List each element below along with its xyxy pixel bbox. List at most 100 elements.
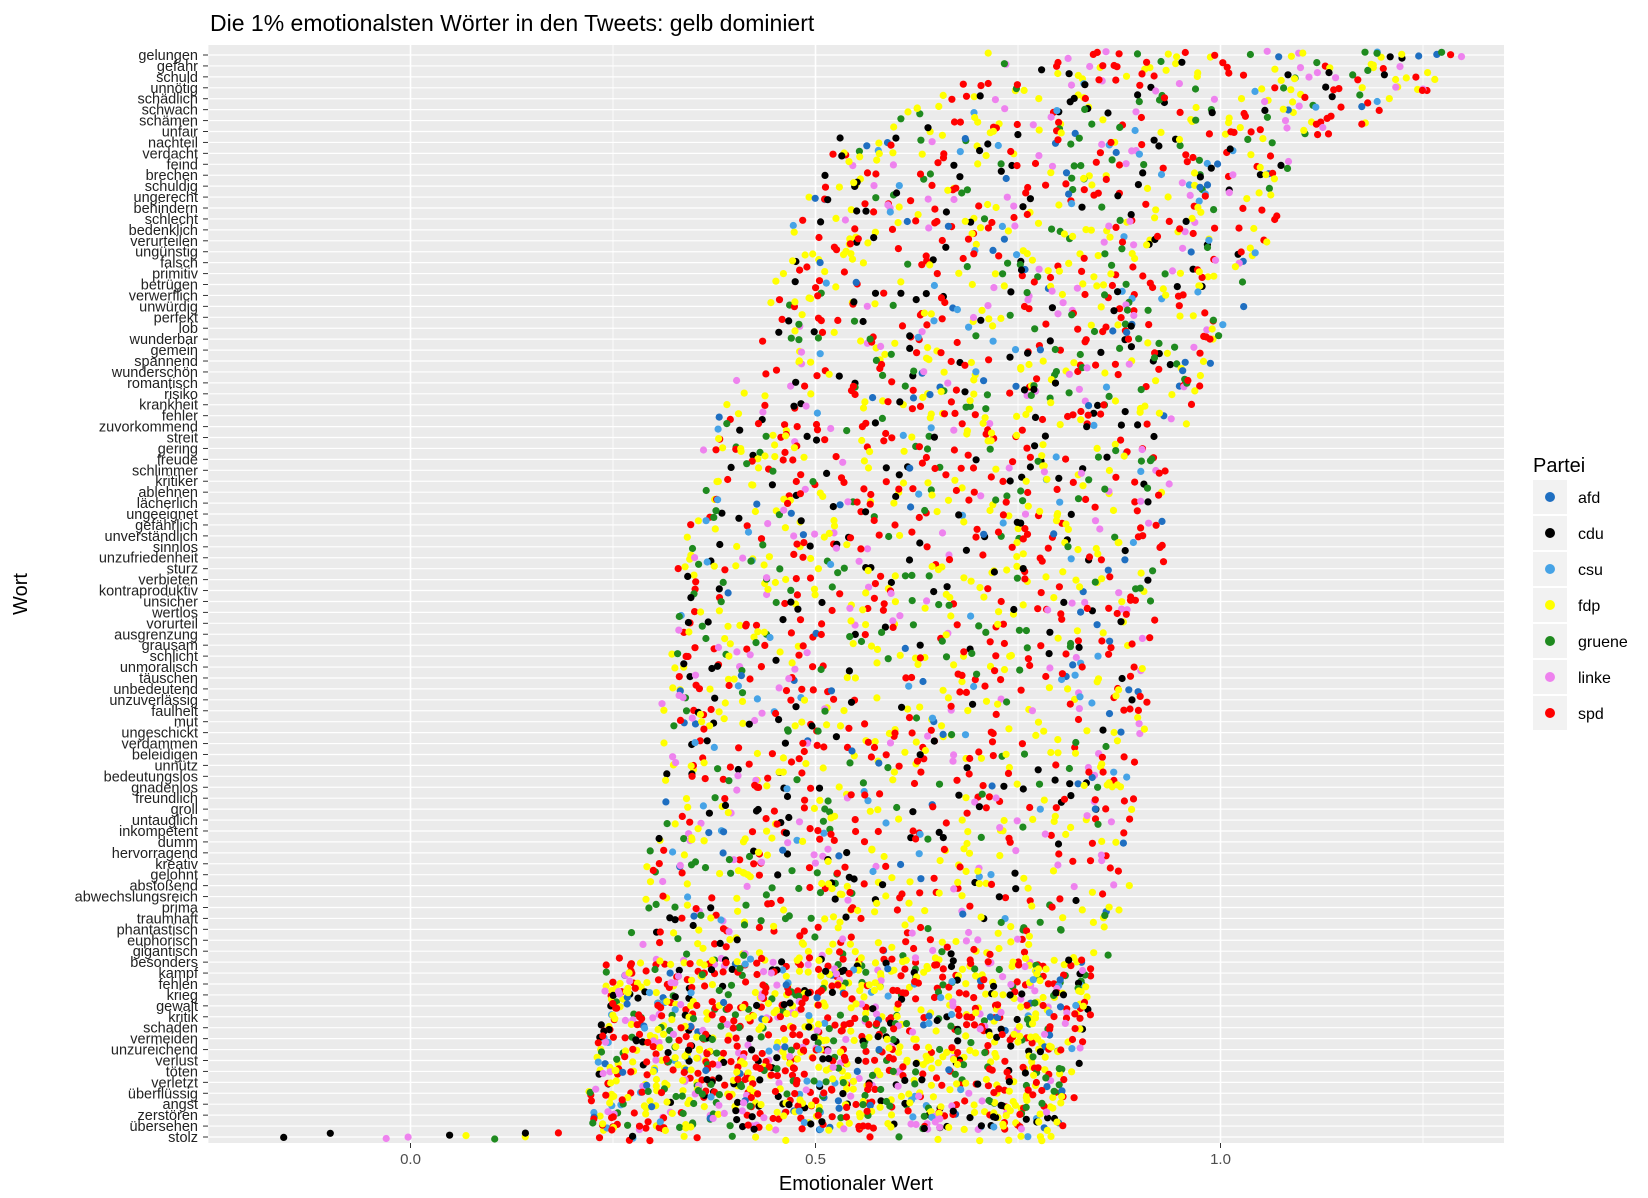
- data-point: [885, 532, 893, 541]
- data-point: [1107, 818, 1115, 826]
- data-point: [715, 435, 723, 443]
- data-point: [962, 403, 970, 411]
- data-point: [1135, 98, 1143, 106]
- data-point: [1146, 597, 1155, 605]
- data-point: [1046, 337, 1054, 345]
- data-point: [733, 786, 741, 794]
- data-point: [863, 302, 871, 310]
- data-point: [1070, 94, 1078, 102]
- data-point: [926, 391, 934, 399]
- data-point: [613, 1055, 621, 1063]
- data-point: [928, 181, 936, 189]
- y-tick-label: phantastisch: [117, 922, 198, 938]
- data-point: [736, 856, 744, 864]
- legend-label-fdp: fdp: [1578, 598, 1600, 615]
- data-point: [807, 784, 815, 792]
- data-point: [899, 431, 907, 439]
- data-point: [888, 225, 897, 233]
- data-point: [920, 368, 928, 376]
- data-point: [836, 918, 844, 926]
- data-point: [803, 263, 811, 271]
- data-point: [1149, 567, 1157, 575]
- data-point: [918, 1076, 926, 1084]
- data-point: [882, 959, 890, 967]
- data-point: [864, 239, 872, 247]
- data-point: [1082, 226, 1090, 234]
- data-point: [656, 1043, 664, 1052]
- data-point: [1042, 181, 1050, 189]
- data-point: [1039, 462, 1047, 470]
- data-point: [682, 795, 691, 803]
- data-point: [813, 372, 821, 380]
- data-point: [1133, 507, 1141, 515]
- data-point: [841, 1056, 849, 1064]
- data-point: [1140, 725, 1148, 733]
- data-point: [725, 1093, 733, 1101]
- data-point: [682, 1006, 690, 1014]
- data-point: [985, 1096, 993, 1105]
- data-point: [1070, 359, 1078, 367]
- data-point: [1226, 145, 1234, 153]
- data-point: [1043, 1083, 1051, 1091]
- data-point: [674, 1061, 682, 1069]
- y-tick-label: abstoßend: [129, 879, 198, 895]
- data-point: [1108, 783, 1116, 791]
- data-point: [843, 674, 851, 682]
- data-point: [1012, 885, 1020, 893]
- y-tick-label: euphorisch: [127, 933, 198, 949]
- data-point: [1134, 421, 1142, 429]
- data-point: [1205, 130, 1213, 138]
- data-point: [870, 743, 879, 752]
- data-point: [867, 490, 875, 499]
- data-point: [851, 390, 859, 399]
- data-point: [1060, 1076, 1068, 1084]
- data-point: [835, 1104, 843, 1112]
- data-point: [1003, 1068, 1011, 1076]
- data-point: [912, 1059, 920, 1068]
- data-point: [1058, 675, 1066, 684]
- data-point: [1068, 1045, 1076, 1053]
- data-point: [675, 966, 683, 974]
- data-point: [693, 1033, 701, 1041]
- data-point: [835, 783, 843, 791]
- data-point: [734, 682, 743, 690]
- data-point: [1305, 73, 1313, 81]
- data-point: [1042, 573, 1050, 581]
- data-point: [793, 776, 801, 784]
- data-point: [1024, 1086, 1032, 1094]
- data-point: [942, 208, 951, 216]
- data-point: [747, 1094, 755, 1102]
- data-point: [754, 628, 762, 636]
- data-point: [963, 764, 971, 772]
- data-point: [1117, 436, 1125, 444]
- data-point: [1025, 932, 1033, 940]
- data-point: [1049, 1104, 1057, 1112]
- data-point: [757, 1023, 765, 1031]
- data-point: [691, 720, 700, 728]
- data-point: [781, 739, 790, 747]
- y-tick-label: gemein: [150, 343, 198, 359]
- data-point: [809, 250, 817, 258]
- data-point: [1072, 738, 1080, 747]
- data-point: [1392, 83, 1400, 91]
- data-point: [962, 92, 971, 100]
- data-point: [807, 554, 815, 563]
- data-point: [693, 1001, 701, 1010]
- data-point: [1137, 569, 1145, 577]
- data-point: [714, 765, 722, 773]
- y-tick-label: übersehen: [129, 1119, 198, 1135]
- data-point: [887, 141, 895, 149]
- data-point: [696, 710, 705, 719]
- data-point: [783, 850, 792, 858]
- data-point: [642, 967, 650, 975]
- data-point: [1361, 48, 1369, 56]
- data-point: [681, 1052, 689, 1060]
- data-point: [964, 235, 973, 243]
- data-point: [1050, 956, 1058, 964]
- data-point: [1157, 57, 1165, 66]
- data-point: [1094, 820, 1102, 828]
- data-point: [865, 981, 874, 989]
- data-point: [814, 334, 823, 342]
- data-point: [827, 424, 835, 433]
- y-tick-label: gigantisch: [133, 944, 198, 960]
